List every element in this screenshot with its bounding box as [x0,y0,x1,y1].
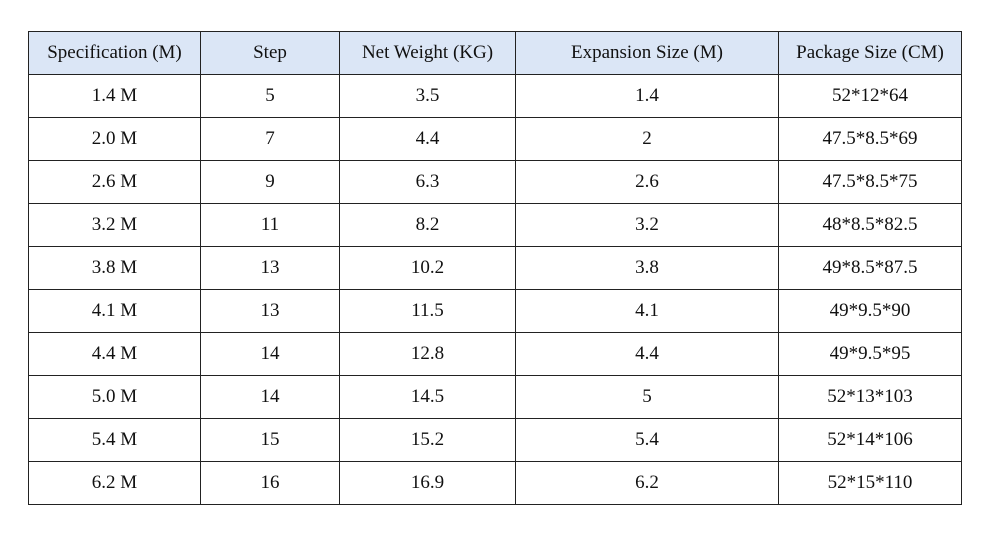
table-body: 1.4 M 5 3.5 1.4 52*12*64 2.0 M 7 4.4 2 47.5*8.5*6… [28,74,962,505]
table-cell: 11.5 [339,289,516,333]
table-cell: 4.4 [515,332,779,376]
table-cell: 9 [200,160,340,204]
table-cell: 5.4 M [28,418,201,462]
table-cell: 14.5 [339,375,516,419]
table-cell: 48*8.5*82.5 [778,203,962,247]
table-cell: 16.9 [339,461,516,505]
table-cell: 6.2 M [28,461,201,505]
table-cell: 2.6 M [28,160,201,204]
header-cell: Step [200,31,340,75]
table-cell: 3.2 M [28,203,201,247]
header-cell: Net Weight (KG) [339,31,516,75]
table-cell: 5 [200,74,340,118]
table-row: 4.1 M 13 11.5 4.1 49*9.5*90 [28,289,962,333]
table-cell: 6.2 [515,461,779,505]
table-cell: 1.4 [515,74,779,118]
table-cell: 6.3 [339,160,516,204]
table-row: 1.4 M 5 3.5 1.4 52*12*64 [28,74,962,118]
table-cell: 14 [200,375,340,419]
table-cell: 47.5*8.5*69 [778,117,962,161]
table-cell: 2.6 [515,160,779,204]
table-cell: 4.4 M [28,332,201,376]
table-cell: 49*9.5*90 [778,289,962,333]
table-cell: 5.4 [515,418,779,462]
header-cell: Expansion Size (M) [515,31,779,75]
table-cell: 3.8 M [28,246,201,290]
table-cell: 12.8 [339,332,516,376]
header-cell: Package Size (CM) [778,31,962,75]
table-cell: 1.4 M [28,74,201,118]
table-cell: 7 [200,117,340,161]
table-cell: 49*8.5*87.5 [778,246,962,290]
table-row: 2.0 M 7 4.4 2 47.5*8.5*69 [28,117,962,161]
table-cell: 2 [515,117,779,161]
table-cell: 52*14*106 [778,418,962,462]
table-row: 3.8 M 13 10.2 3.8 49*8.5*87.5 [28,246,962,290]
table-cell: 3.2 [515,203,779,247]
table-cell: 3.8 [515,246,779,290]
header-row: Specification (M) Step Net Weight (KG) Expa… [28,31,962,75]
table-cell: 14 [200,332,340,376]
table-cell: 52*15*110 [778,461,962,505]
table-cell: 13 [200,289,340,333]
table-cell: 16 [200,461,340,505]
table-cell: 52*12*64 [778,74,962,118]
table-row: 5.0 M 14 14.5 5 52*13*103 [28,375,962,419]
table-cell: 49*9.5*95 [778,332,962,376]
table-cell: 4.4 [339,117,516,161]
table-row: 2.6 M 9 6.3 2.6 47.5*8.5*75 [28,160,962,204]
table-cell: 4.1 [515,289,779,333]
table-cell: 5.0 M [28,375,201,419]
table-cell: 8.2 [339,203,516,247]
table-cell: 2.0 M [28,117,201,161]
table-row: 3.2 M 11 8.2 3.2 48*8.5*82.5 [28,203,962,247]
table-cell: 11 [200,203,340,247]
table-cell: 3.5 [339,74,516,118]
header-cell: Specification (M) [28,31,201,75]
table-row: 4.4 M 14 12.8 4.4 49*9.5*95 [28,332,962,376]
table-cell: 15.2 [339,418,516,462]
table-row: 6.2 M 16 16.9 6.2 52*15*110 [28,461,962,505]
table-cell: 10.2 [339,246,516,290]
table-cell: 52*13*103 [778,375,962,419]
table-row: 5.4 M 15 15.2 5.4 52*14*106 [28,418,962,462]
table-cell: 5 [515,375,779,419]
table-cell: 13 [200,246,340,290]
table-cell: 4.1 M [28,289,201,333]
spec-table: Specification (M) Step Net Weight (KG) Expa… [28,31,962,505]
table-cell: 47.5*8.5*75 [778,160,962,204]
table-cell: 15 [200,418,340,462]
